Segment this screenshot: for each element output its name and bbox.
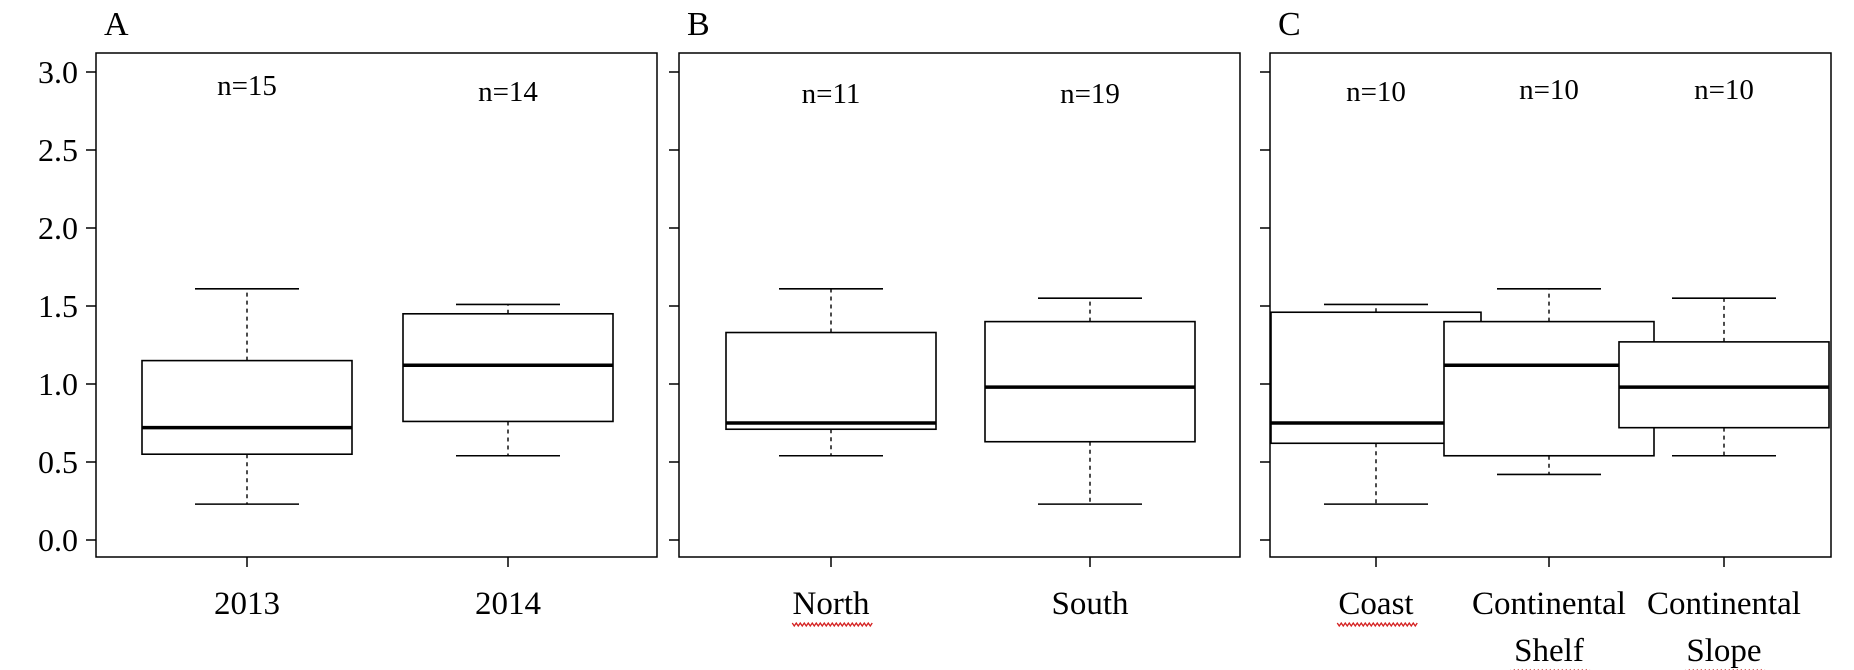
panel-label: C bbox=[1278, 6, 1301, 43]
iqr-box bbox=[984, 320, 1196, 443]
category-label: 2013 bbox=[214, 586, 280, 622]
panel-frame bbox=[1269, 52, 1832, 558]
y-tick-label: 0.5 bbox=[38, 444, 78, 480]
y-tick-label: 2.5 bbox=[38, 132, 78, 168]
iqr-box bbox=[402, 312, 614, 423]
category-label: Continental bbox=[1472, 586, 1626, 622]
panel-label: A bbox=[104, 6, 129, 43]
y-tick-label: 3.0 bbox=[38, 54, 78, 90]
category-label: Coast bbox=[1338, 586, 1413, 622]
sample-size-label: n=11 bbox=[802, 78, 861, 110]
panel-a: A 0.0 0.5 1.0 1.5 2.0 2.5 3.0 n=15 2013 n=14 2014 bbox=[38, 6, 658, 622]
category-label: Slope bbox=[1686, 633, 1761, 669]
sample-size-label: n=14 bbox=[478, 76, 538, 108]
category-label: North bbox=[793, 586, 870, 622]
panel-frame bbox=[678, 52, 1241, 558]
category-label: 2014 bbox=[475, 586, 541, 622]
sample-size-label: n=19 bbox=[1060, 78, 1120, 110]
sample-size-label: n=10 bbox=[1519, 74, 1579, 106]
sample-size-label: n=10 bbox=[1694, 74, 1754, 106]
y-tick-label: 1.5 bbox=[38, 288, 78, 324]
iqr-box bbox=[725, 331, 937, 431]
category-label: Shelf bbox=[1514, 633, 1584, 669]
y-tick-label: 2.0 bbox=[38, 210, 78, 246]
iqr-box bbox=[141, 359, 353, 456]
panel-c: Cn=10 Coast n=10 Continental Shelf n=10 Contin… bbox=[1260, 6, 1832, 670]
sample-size-label: n=10 bbox=[1346, 76, 1406, 108]
sample-size-label: n=15 bbox=[217, 70, 277, 102]
category-label: South bbox=[1051, 586, 1129, 622]
y-tick-label: 0.0 bbox=[38, 522, 78, 558]
panel-b: Bn=11 North n=19 South bbox=[669, 6, 1241, 628]
panel-frame bbox=[95, 52, 658, 558]
y-tick-label: 1.0 bbox=[38, 366, 78, 402]
panel-label: B bbox=[687, 6, 710, 43]
iqr-box bbox=[1618, 341, 1830, 429]
category-label: Continental bbox=[1647, 586, 1801, 622]
spellcheck-squiggle bbox=[791, 621, 873, 628]
spellcheck-squiggle bbox=[1336, 621, 1418, 628]
